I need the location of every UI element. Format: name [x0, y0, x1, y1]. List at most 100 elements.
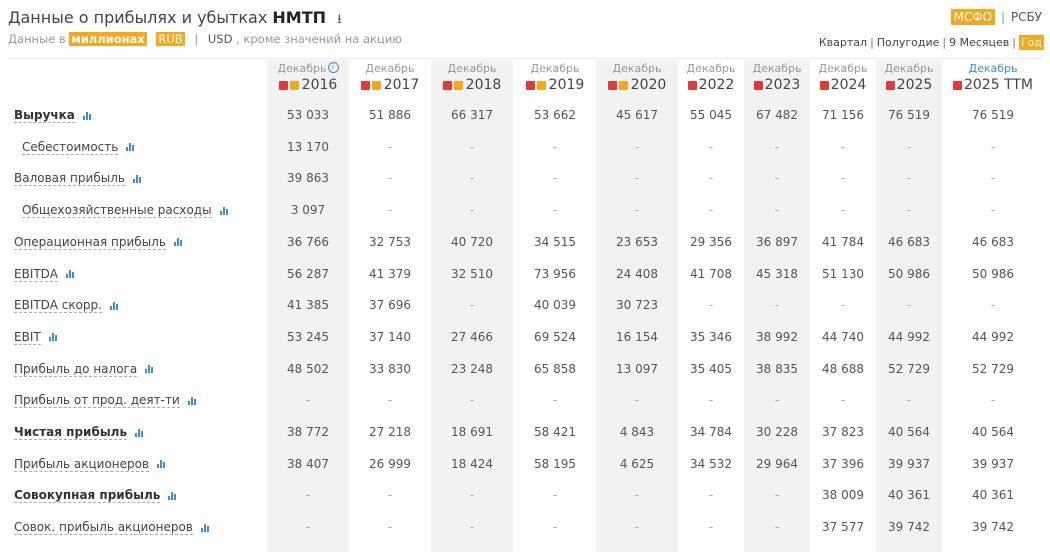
- row-label-text[interactable]: EBITDA: [14, 266, 58, 282]
- row-label-text[interactable]: EBIT: [14, 329, 41, 345]
- table-cell: 27 218: [369, 425, 411, 439]
- pdf-icon[interactable]: [885, 80, 895, 90]
- row-label[interactable]: Совок. прибыль акционеров: [14, 520, 211, 536]
- table-cell: -: [469, 520, 475, 535]
- row-label[interactable]: Себестоимость: [22, 139, 136, 155]
- row-label[interactable]: Общехозяйственные расходы: [22, 203, 230, 219]
- row-label[interactable]: Прибыль до налога: [14, 361, 155, 377]
- table-row: Общехозяйственные расходы 3 097 - - - - - - - - -: [0, 195, 1050, 227]
- row-label[interactable]: EBIT: [14, 329, 59, 345]
- currency-rub[interactable]: RUB: [156, 32, 185, 46]
- row-label[interactable]: Операционная прибыль: [14, 234, 184, 250]
- column-year-label: 2023: [764, 77, 801, 93]
- units-line: Данные в миллионах RUB | USD , кроме зна…: [8, 32, 402, 46]
- pdf-icon[interactable]: [687, 80, 697, 90]
- chart-icon[interactable]: [168, 491, 178, 500]
- table-cell: -: [774, 139, 780, 154]
- column-year: 2025 TTM: [952, 77, 1034, 93]
- report-icon[interactable]: [371, 80, 381, 90]
- table-cell: -: [305, 520, 311, 535]
- row-label[interactable]: Чистая прибыль: [14, 425, 145, 440]
- table-cell: 52 729: [888, 361, 930, 376]
- row-label[interactable]: Прибыль акционеров: [14, 456, 167, 472]
- chart-icon[interactable]: [187, 396, 198, 405]
- currency-usd[interactable]: USD: [207, 32, 233, 46]
- pdf-icon[interactable]: [952, 80, 962, 90]
- table-row: Операционная прибыль 36 766 32 753 40 720 34…: [0, 227, 1050, 259]
- table-cell: -: [387, 203, 393, 218]
- pdf-icon[interactable]: [525, 80, 535, 90]
- period-quarter[interactable]: Квартал: [818, 36, 868, 49]
- column-month: Декабрь: [884, 62, 934, 75]
- units-scale[interactable]: миллионах: [69, 32, 147, 46]
- table-row: Совокупная прибыль - - - - - - - 38 009 40 361 40 …: [0, 480, 1050, 512]
- report-icon[interactable]: [289, 80, 299, 90]
- table-cell: 34 784: [690, 425, 732, 439]
- row-label-text[interactable]: EBITDA скорр.: [14, 298, 102, 314]
- table-cell: 4 625: [619, 456, 655, 471]
- row-label-text[interactable]: Операционная прибыль: [14, 234, 166, 250]
- chart-icon[interactable]: [219, 206, 230, 215]
- row-label[interactable]: EBITDA: [14, 266, 76, 282]
- column-year-label: 2024: [830, 77, 867, 93]
- chart-icon[interactable]: [135, 428, 145, 437]
- table-cell: 41 379: [369, 266, 411, 281]
- row-label[interactable]: Прибыль от прод. деят-ти: [14, 393, 198, 409]
- table-cell: -: [552, 203, 558, 218]
- pdf-icon[interactable]: [442, 80, 452, 90]
- download-icon[interactable]: ⭳: [337, 12, 342, 27]
- chart-icon[interactable]: [126, 143, 136, 152]
- chart-icon[interactable]: [48, 333, 59, 342]
- row-label-text[interactable]: Чистая прибыль: [14, 425, 128, 440]
- period-separator: |: [942, 36, 947, 49]
- period-nine-months[interactable]: 9 Месяцев: [949, 36, 1010, 49]
- pdf-icon[interactable]: [607, 80, 617, 90]
- chart-icon[interactable]: [145, 365, 155, 374]
- table-row: Прибыль акционеров 38 407 26 999 18 424 58 1…: [0, 449, 1050, 481]
- pdf-icon[interactable]: [278, 80, 288, 90]
- column-shade: [596, 60, 678, 552]
- table-cell: -: [840, 393, 846, 408]
- row-label-text[interactable]: Прибыль акционеров: [14, 456, 150, 472]
- pdf-icon[interactable]: [819, 80, 829, 90]
- table-cell: -: [387, 139, 393, 154]
- table-cell: 37 823: [822, 425, 864, 439]
- table-cell: -: [634, 203, 640, 218]
- row-label-text[interactable]: Выручка: [14, 108, 75, 123]
- standard-switch: МСФО | РСБУ: [950, 9, 1042, 25]
- row-label-text[interactable]: Совок. прибыль акционеров: [14, 520, 193, 536]
- chart-icon[interactable]: [173, 238, 184, 247]
- pdf-icon[interactable]: [360, 80, 370, 90]
- pdf-icon[interactable]: [753, 80, 763, 90]
- column-month: Декабрь: [968, 62, 1018, 75]
- standard-rsbu[interactable]: РСБУ: [1010, 10, 1042, 24]
- report-icon[interactable]: [618, 80, 628, 90]
- row-label-text[interactable]: Совокупная прибыль: [14, 488, 161, 504]
- chart-icon[interactable]: [132, 174, 143, 183]
- table-cell: -: [634, 520, 640, 535]
- info-icon[interactable]: i: [327, 62, 339, 73]
- table-cell: 18 424: [451, 456, 493, 471]
- chart-icon[interactable]: [82, 111, 93, 120]
- chart-icon[interactable]: [109, 301, 120, 310]
- chart-icon[interactable]: [157, 460, 167, 469]
- row-label-text[interactable]: Прибыль от прод. деят-ти: [14, 393, 180, 409]
- row-label-text[interactable]: Общехозяйственные расходы: [22, 203, 212, 219]
- row-label-text[interactable]: Себестоимость: [22, 139, 119, 155]
- row-label[interactable]: Валовая прибыль: [14, 171, 143, 187]
- chart-icon[interactable]: [200, 523, 211, 532]
- chart-icon[interactable]: [65, 270, 76, 278]
- column-header: Декабрь 2023: [736, 62, 818, 93]
- table-cell: -: [387, 171, 393, 186]
- period-year[interactable]: Год: [1018, 35, 1044, 50]
- report-icon[interactable]: [536, 80, 546, 90]
- row-label-text[interactable]: Валовая прибыль: [14, 171, 125, 187]
- standard-msfo[interactable]: МСФО: [950, 9, 996, 25]
- report-icon[interactable]: [453, 80, 463, 90]
- period-half[interactable]: Полугодие: [876, 36, 940, 49]
- row-label-text[interactable]: Прибыль до налога: [14, 361, 138, 377]
- row-label[interactable]: Совокупная прибыль: [14, 488, 178, 504]
- row-label[interactable]: Выручка: [14, 108, 93, 123]
- table-cell: -: [906, 171, 912, 186]
- row-label[interactable]: EBITDA скорр.: [14, 298, 120, 314]
